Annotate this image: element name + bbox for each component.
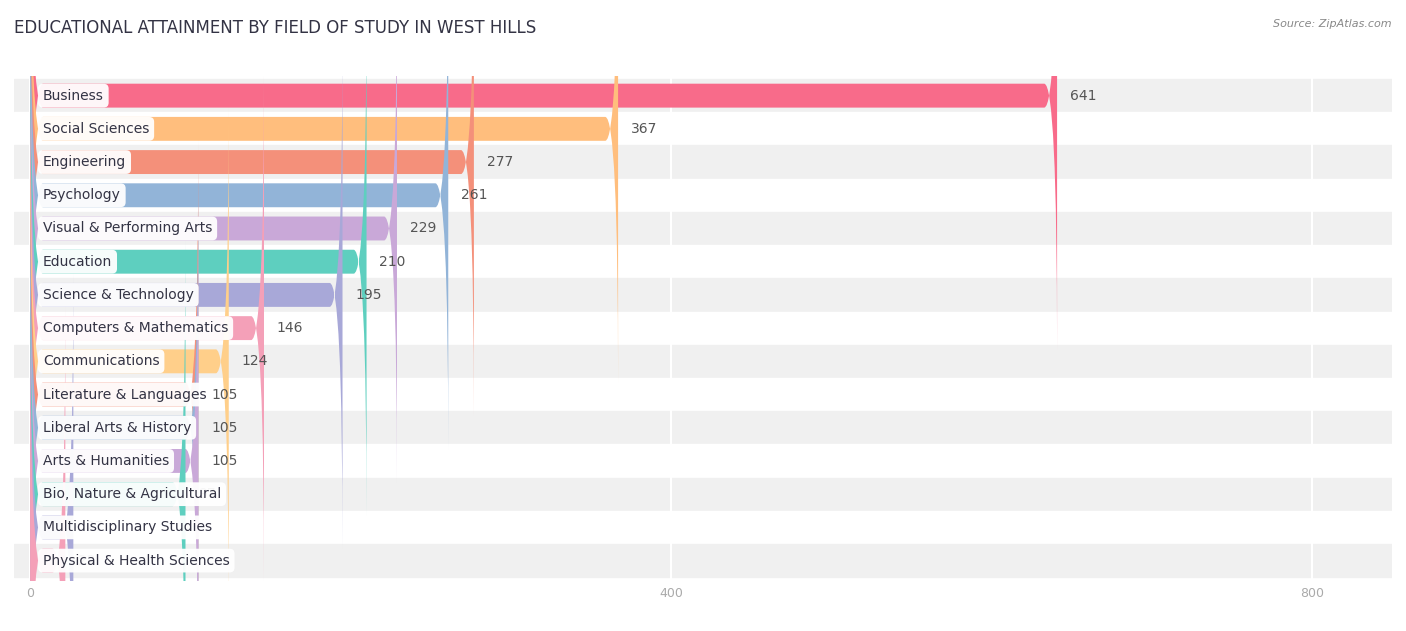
Text: Business: Business (44, 88, 104, 103)
Text: Liberal Arts & History: Liberal Arts & History (44, 421, 191, 435)
FancyBboxPatch shape (30, 108, 229, 615)
Text: 367: 367 (631, 122, 657, 136)
Text: 22: 22 (79, 553, 96, 568)
FancyBboxPatch shape (30, 41, 343, 548)
Text: Communications: Communications (44, 355, 159, 369)
Text: Visual & Performing Arts: Visual & Performing Arts (44, 221, 212, 235)
Text: 105: 105 (211, 454, 238, 468)
FancyBboxPatch shape (30, 0, 396, 482)
Text: 105: 105 (211, 387, 238, 401)
Bar (14, 478, 1392, 510)
FancyBboxPatch shape (30, 207, 198, 631)
Text: EDUCATIONAL ATTAINMENT BY FIELD OF STUDY IN WEST HILLS: EDUCATIONAL ATTAINMENT BY FIELD OF STUDY… (14, 19, 536, 37)
Bar (14, 378, 1392, 411)
Text: Literature & Languages: Literature & Languages (44, 387, 207, 401)
Text: 105: 105 (211, 421, 238, 435)
Bar (14, 411, 1392, 444)
Text: 261: 261 (461, 188, 488, 203)
Text: 146: 146 (277, 321, 304, 335)
Bar (14, 212, 1392, 245)
Bar (14, 79, 1392, 112)
FancyBboxPatch shape (30, 307, 65, 631)
Text: 27: 27 (86, 521, 104, 534)
Text: 277: 277 (486, 155, 513, 169)
Text: Engineering: Engineering (44, 155, 127, 169)
FancyBboxPatch shape (30, 0, 619, 382)
FancyBboxPatch shape (30, 174, 198, 631)
FancyBboxPatch shape (30, 141, 198, 631)
Text: Education: Education (44, 255, 112, 269)
Text: Science & Technology: Science & Technology (44, 288, 194, 302)
Text: Bio, Nature & Agricultural: Bio, Nature & Agricultural (44, 487, 221, 501)
Bar (14, 510, 1392, 544)
FancyBboxPatch shape (30, 74, 264, 582)
Text: Multidisciplinary Studies: Multidisciplinary Studies (44, 521, 212, 534)
Bar (14, 245, 1392, 278)
FancyBboxPatch shape (30, 0, 1057, 350)
Text: 641: 641 (1070, 88, 1097, 103)
FancyBboxPatch shape (30, 240, 186, 631)
Bar (14, 179, 1392, 212)
Text: 97: 97 (198, 487, 217, 501)
Bar (14, 146, 1392, 179)
Bar (14, 544, 1392, 577)
Text: Social Sciences: Social Sciences (44, 122, 149, 136)
Text: Arts & Humanities: Arts & Humanities (44, 454, 169, 468)
FancyBboxPatch shape (30, 274, 73, 631)
FancyBboxPatch shape (30, 8, 367, 516)
Text: Computers & Mathematics: Computers & Mathematics (44, 321, 228, 335)
Text: Psychology: Psychology (44, 188, 121, 203)
Bar (14, 112, 1392, 146)
FancyBboxPatch shape (30, 0, 449, 449)
Bar (14, 312, 1392, 345)
Text: 210: 210 (380, 255, 406, 269)
Text: 229: 229 (409, 221, 436, 235)
Bar (14, 444, 1392, 478)
Text: Physical & Health Sciences: Physical & Health Sciences (44, 553, 229, 568)
FancyBboxPatch shape (30, 0, 474, 416)
Text: 195: 195 (356, 288, 382, 302)
Text: Source: ZipAtlas.com: Source: ZipAtlas.com (1274, 19, 1392, 29)
Bar (14, 278, 1392, 312)
Bar (14, 345, 1392, 378)
Text: 124: 124 (242, 355, 269, 369)
